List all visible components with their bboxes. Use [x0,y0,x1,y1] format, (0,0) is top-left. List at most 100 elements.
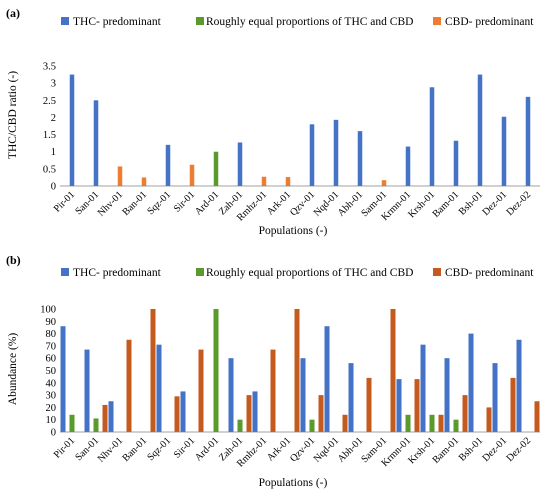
x-tick-label-b: Qzv-01 [288,435,317,464]
bar-a-san-01-s0 [93,100,99,186]
x-tick-label-b: Bam-01 [431,435,462,466]
bar-a-dez-01-s0 [501,116,507,186]
bar-a-sqz-01-s0 [165,144,171,186]
bar-b-pir-01-s1 [69,414,75,432]
bar-a-ark-01-s2 [285,177,291,186]
bar-a-ard-01-s1 [213,151,219,186]
y-ticks-a-group: 0 0.5 1 1.5 2 2.5 3 3.5 [43,62,56,193]
y-tick-label-a: 0.5 [43,164,56,175]
y-axis-title-b: Abundance (%) [7,333,19,406]
x-tick-label-a: Krsh-01 [406,189,437,220]
bar-a-qzv-01-s0 [309,124,315,186]
y-tick-label-a: 3.5 [43,62,56,73]
x-ticks-b-group: Pir-01San-01Nhv-01Ban-01Sqz-01Sir-01Ard-… [52,435,533,469]
bar-b-san-01-s0 [84,349,90,432]
x-tick-label-b: Ban-01 [121,435,150,464]
x-tick-label-a: Ard-01 [193,189,221,217]
x-tick-label-a: Ban-01 [121,189,150,218]
bar-b-dez-02-s2 [534,401,540,432]
bar-b-krmn-01-s2 [414,379,420,432]
bar-b-zah-01-s2 [246,395,252,432]
y-tick-label-a: 3 [51,79,56,90]
x-tick-label-b: Abh-01 [336,435,365,464]
panel-a-label: (a) [6,6,20,20]
y-tick-label-a: 1 [51,147,56,158]
y-tick-label-b: 0 [51,428,56,439]
bar-b-dez-02-s0 [516,339,522,432]
bar-b-zah-01-s1 [237,419,243,432]
legend-b-cbd-label: CBD- predominant [445,267,534,279]
bar-b-dez-01-s0 [492,363,498,432]
bar-b-qzv-01-s2 [318,395,324,432]
x-tick-label-a: Ark-01 [265,189,293,217]
x-tick-label-a: Bam-01 [431,189,462,220]
bar-b-sqz-01-s2 [174,396,180,432]
x-tick-label-b: Nqd-01 [312,435,341,464]
bar-b-qzv-01-s1 [309,419,315,432]
x-tick-label-b: Krsh-01 [406,435,437,466]
panel-b-label: (b) [6,253,21,267]
bar-a-abh-01-s0 [357,131,363,186]
legend-a-cbd-swatch [433,17,441,25]
x-tick-label-b: Bsh-01 [457,435,485,463]
bar-b-krmn-01-s0 [396,379,402,432]
y-tick-label-a: 1.5 [43,130,56,141]
x-tick-label-a: Pir-01 [52,189,77,214]
bar-a-pir-01-s0 [69,74,75,186]
bar-b-san-01-s2 [102,404,108,432]
x-tick-label-a: Sqz-01 [145,189,173,217]
bar-a-dez-02-s0 [525,96,531,186]
y-axis-title-a: THC/CBD ratio (-) [7,71,19,159]
bar-b-krmn-01-s1 [405,414,411,432]
bar-b-san-01-s1 [93,418,99,432]
bar-b-abh-01-s0 [348,363,354,432]
y-tick-label-a: 2.5 [43,96,56,107]
y-tick-label-b: 80 [46,329,57,340]
x-tick-label-a: Abh-01 [336,189,365,218]
x-tick-label-b: Pir-01 [52,435,77,460]
bar-b-pir-01-s0 [60,326,66,432]
bar-b-qzv-01-s0 [300,358,306,432]
x-ticks-a-group: Pir-01San-01Nhv-01Ban-01Sqz-01Sir-01Ard-… [52,189,533,223]
bar-b-krsh-01-s1 [429,414,435,432]
x-tick-label-a: Qzv-01 [288,189,317,218]
x-axis-title-a: Populations (-) [259,225,328,237]
y-tick-label-b: 90 [46,317,57,328]
y-tick-label-b: 20 [46,403,57,414]
legend-b-equal-label: Roughly equal proportions of THC and CBD [206,267,413,279]
bar-b-krsh-01-s0 [420,344,426,432]
x-tick-label-a: Dez-02 [505,189,534,218]
bars-b-group [60,309,540,432]
bar-b-bam-01-s0 [444,358,450,432]
bar-b-sqz-01-s0 [156,344,162,432]
legend-a-equal-label: Roughly equal proportions of THC and CBD [206,16,413,28]
legend-a-equal-swatch [196,17,204,25]
y-tick-label-b: 60 [46,354,57,365]
x-axis-title-b: Populations (-) [259,477,328,489]
y-tick-label-b: 70 [46,341,57,352]
x-tick-label-a: Dez-01 [481,189,510,218]
y-tick-label-b: 30 [46,391,57,402]
x-tick-label-a: Bsh-01 [457,189,485,217]
y-tick-label-b: 50 [46,366,57,377]
bar-b-bam-01-s1 [453,419,459,432]
bar-b-sir-01-s0 [180,391,186,432]
bar-b-rmhz-01-s2 [270,349,276,432]
bar-a-krsh-01-s0 [429,87,435,186]
panel-b: (b) THC- predominant Roughly equal propo… [6,253,540,489]
legend-b-thc-label: THC- predominant [73,267,162,279]
legend-a-cbd-label: CBD- predominant [445,16,534,28]
y-tick-label-b: 100 [40,305,56,316]
bar-a-bsh-01-s0 [477,74,483,186]
x-tick-label-b: Dez-01 [481,435,510,464]
y-tick-label-a: 2 [51,113,56,124]
bar-b-krsh-01-s2 [438,414,444,432]
bar-b-bsh-01-s2 [486,407,492,432]
bar-a-nhv-01-s2 [117,166,123,186]
bar-b-nqd-01-s0 [324,326,330,432]
legend-b-thc-swatch [61,268,69,276]
legend-a-thc-label: THC- predominant [73,16,162,28]
bar-b-ard-01-s1 [213,309,219,432]
bar-b-bam-01-s2 [462,395,468,432]
